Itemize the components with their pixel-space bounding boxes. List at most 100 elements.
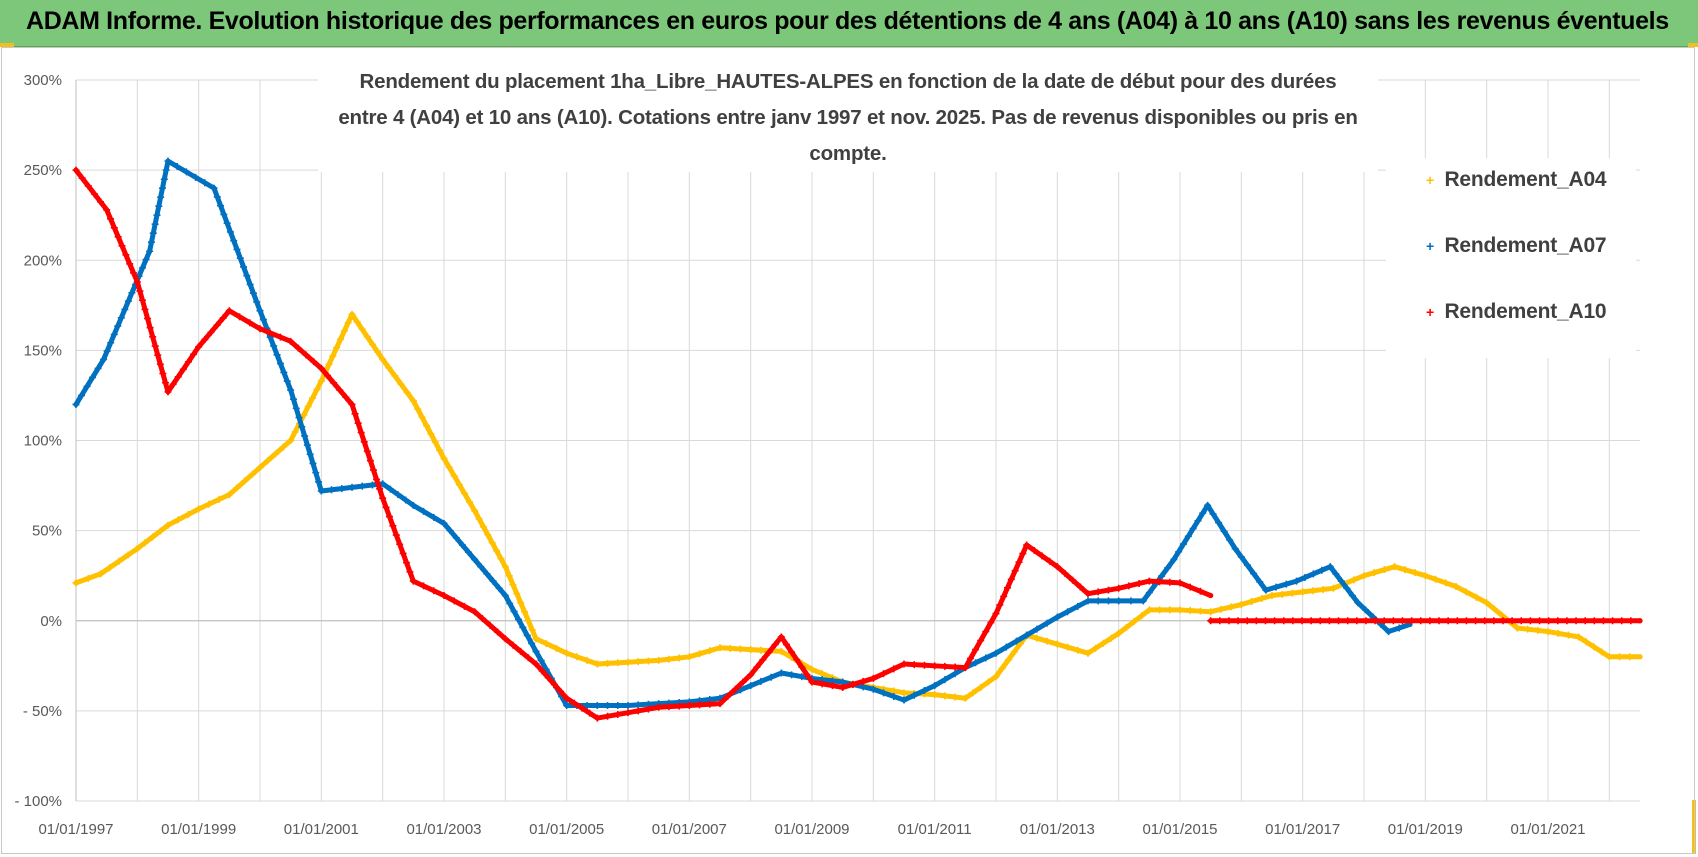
series-marker [1626,653,1634,661]
series-marker [313,386,321,394]
series-marker [1166,578,1174,586]
series-marker [1432,575,1440,583]
x-tick-label: 01/01/2015 [1142,821,1217,838]
data-point [1484,600,1490,606]
series-marker [302,351,310,359]
series-marker [1194,517,1202,525]
data-point [870,675,876,682]
series-marker [793,656,801,664]
series-marker [389,522,397,530]
series-marker [103,347,111,355]
series-marker [521,608,528,616]
series-marker [458,541,466,549]
data-point [594,661,600,667]
series-marker [279,443,287,451]
series-marker [486,621,494,629]
series-marker [665,703,673,711]
series-marker [233,484,241,492]
series-marker [583,656,591,664]
data-point [564,702,570,709]
series-marker [353,318,361,326]
data-point [410,578,416,584]
series-marker [1353,617,1361,625]
series-marker [139,264,147,272]
series-marker [1237,553,1245,561]
series-marker [1138,612,1146,620]
series-marker [1043,619,1051,627]
legend-label-a07: Rendement_A07 [1444,234,1607,257]
series-marker [1007,575,1015,583]
series-marker [675,702,683,710]
series-marker [90,190,98,198]
series-marker [1371,617,1379,625]
series-marker [509,641,517,649]
series-marker [1370,569,1378,577]
series-marker [337,335,344,343]
series-marker [1227,603,1235,611]
series-marker [528,626,536,634]
series-marker [614,659,622,667]
data-point [594,702,600,709]
y-tick-label: - 100% [14,793,62,810]
series-marker [283,377,291,385]
series-rendement-a07 [72,157,1413,709]
series-marker [354,419,362,427]
data-point [564,695,570,701]
series-marker [418,413,426,421]
series-marker [483,570,491,578]
series-marker [107,215,114,223]
series-marker [818,670,826,678]
series-marker [1209,510,1217,518]
series-marker [524,617,532,625]
series-marker [696,701,704,709]
data-point [472,609,478,615]
series-marker [213,193,221,201]
data-point [901,690,907,696]
series-marker [537,656,545,664]
series-marker [1362,606,1370,614]
series-marker [266,329,274,337]
series-marker [798,673,806,681]
series-marker [315,478,323,486]
data-point [1453,583,1459,590]
series-marker [420,507,428,515]
series-marker [1316,617,1324,625]
series-marker [309,394,317,402]
series-marker [306,450,314,458]
series-marker [382,503,390,511]
series-marker [1272,583,1280,591]
data-point [380,356,386,362]
series-marker [1598,648,1606,656]
series-marker [910,661,918,669]
data-point [840,679,846,685]
series-marker [1130,618,1138,626]
series-marker [338,485,346,493]
series-marker [506,599,514,607]
data-point [165,158,171,164]
series-marker [358,325,366,333]
series-marker [118,242,126,250]
data-point [97,571,104,577]
series-marker [309,459,317,467]
series-marker [219,314,227,322]
data-point [533,648,539,654]
x-tick-label: 01/01/2021 [1510,821,1585,838]
series-marker [1092,644,1100,652]
series-marker [634,658,642,666]
series-marker [665,655,673,663]
series-marker [1225,617,1233,625]
series-marker [149,333,157,341]
data-point [656,704,662,710]
series-marker [1462,617,1470,625]
data-point [993,674,999,680]
series-marker [972,646,980,654]
series-marker [1301,573,1309,581]
series-marker [818,680,826,688]
series-marker [1046,557,1054,565]
legend-marker-a10: + [1426,304,1435,320]
data-point [134,279,140,285]
data-point [1054,614,1060,620]
chart-series [72,157,1643,722]
series-marker [336,386,344,394]
series-marker [342,393,350,401]
